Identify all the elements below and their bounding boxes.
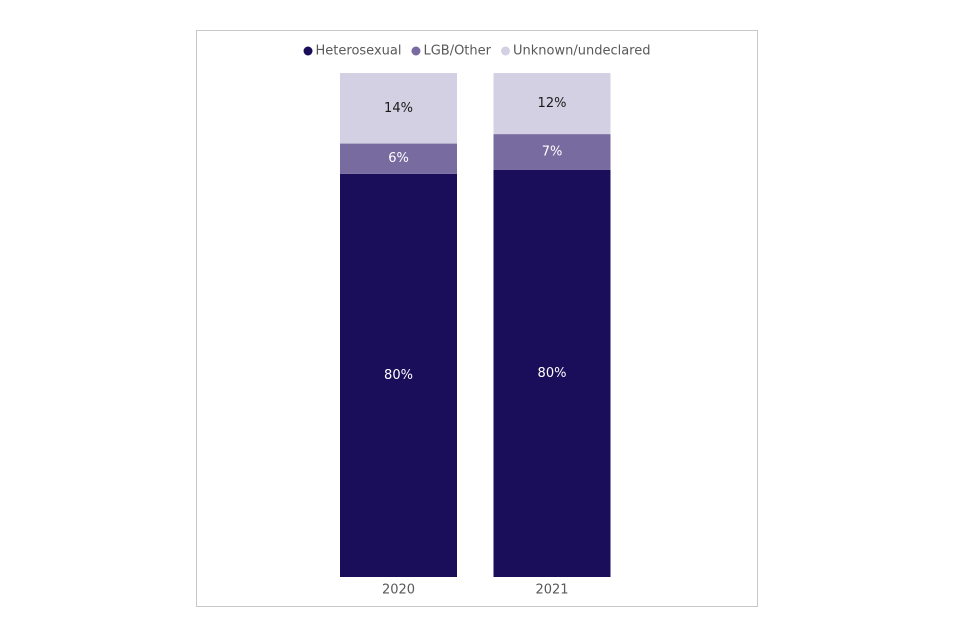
legend-marker xyxy=(500,46,510,56)
data-label: 14% xyxy=(384,101,413,116)
bar-segment xyxy=(493,169,611,577)
bar-segment xyxy=(493,73,611,135)
x-tick-label: 2021 xyxy=(535,583,568,598)
bar-segment xyxy=(340,143,457,174)
data-label: 12% xyxy=(538,96,567,111)
legend-label: Heterosexual xyxy=(316,44,402,59)
legend-label: Unknown/undeclared xyxy=(513,44,651,59)
legend-marker xyxy=(411,46,421,56)
data-label: 80% xyxy=(384,368,413,383)
x-tick-label: 2020 xyxy=(382,583,415,598)
legend-label: LGB/Other xyxy=(423,44,491,59)
data-label: 80% xyxy=(538,366,567,381)
legend-marker xyxy=(303,46,313,56)
bar-segment xyxy=(340,173,457,578)
chart-frame xyxy=(196,30,758,607)
bar-segment xyxy=(340,73,457,144)
bar-segment xyxy=(493,134,611,170)
data-label: 7% xyxy=(542,144,563,159)
data-label: 6% xyxy=(388,151,409,166)
